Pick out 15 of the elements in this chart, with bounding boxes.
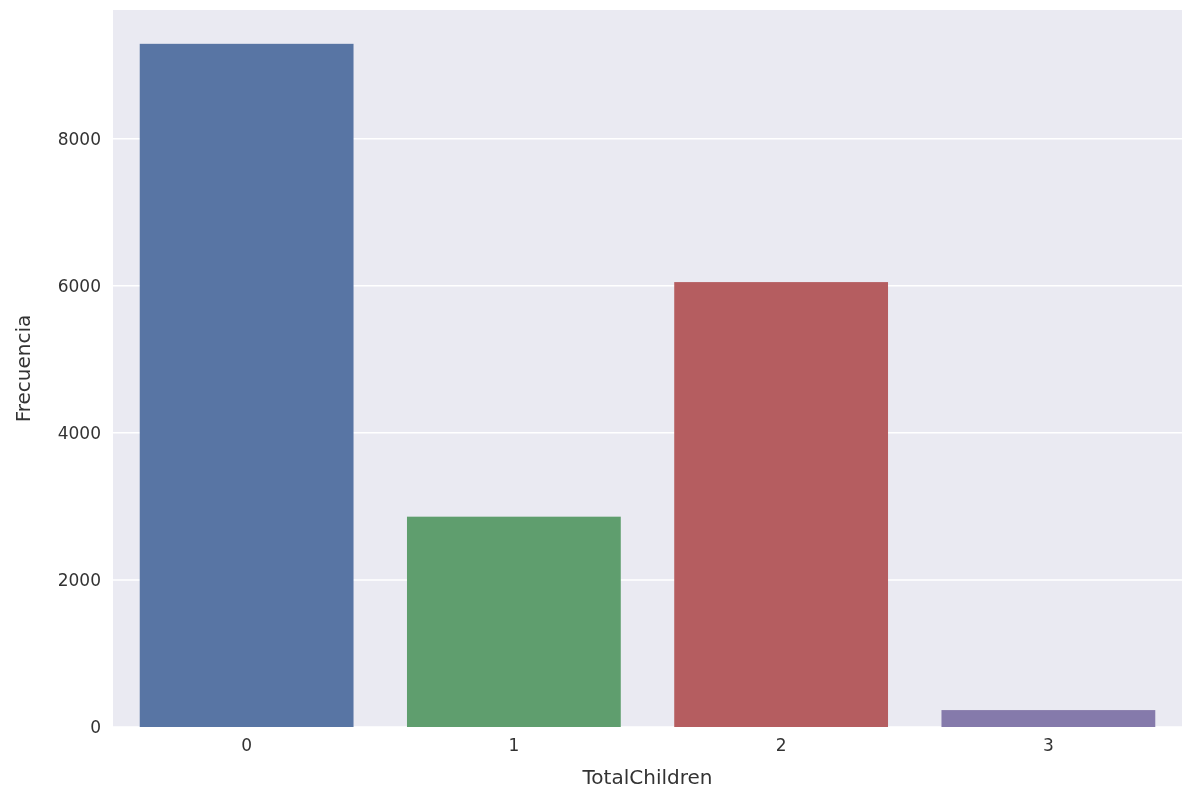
x-tick-label: 0 <box>241 735 253 755</box>
y-tick-label: 0 <box>90 716 101 737</box>
x-tick-label: 3 <box>1042 735 1054 755</box>
y-tick-label: 2000 <box>57 569 101 590</box>
y-axis-title: Frecuencia <box>11 314 35 423</box>
x-tick-label: 1 <box>508 735 520 755</box>
bar <box>941 710 1156 727</box>
y-tick-label: 4000 <box>57 422 101 443</box>
y-tick-label: 8000 <box>57 128 101 149</box>
bar <box>406 516 621 727</box>
bar <box>674 282 889 727</box>
x-tick-label: 2 <box>775 735 787 755</box>
y-tick-label: 6000 <box>57 275 101 296</box>
x-axis-title: TotalChildren <box>581 765 713 789</box>
bar <box>139 43 354 727</box>
